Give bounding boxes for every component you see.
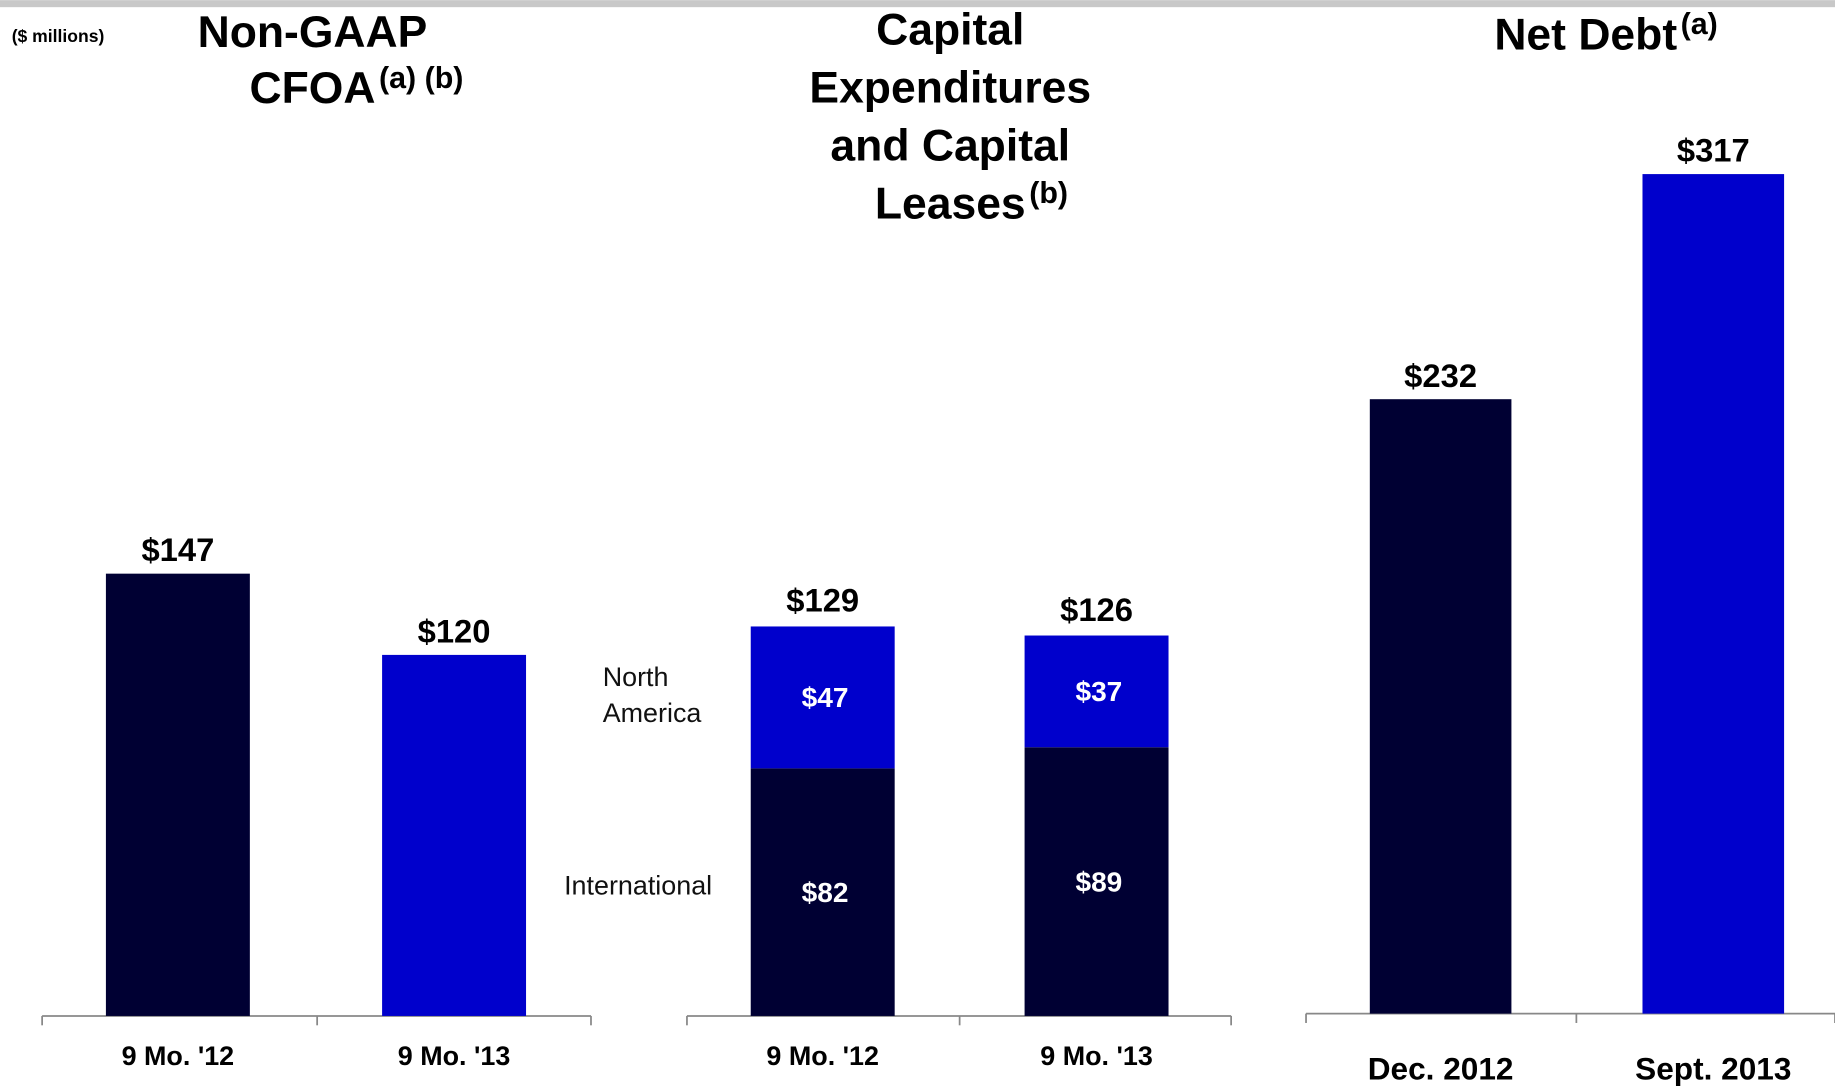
bar <box>1642 174 1785 1014</box>
segment-label: $37 <box>1075 676 1122 707</box>
x-tick-label: Sept. 2013 <box>1635 1050 1791 1086</box>
title-note: (a) <box>1681 7 1718 41</box>
bar-segment <box>1024 635 1169 748</box>
data-label: $232 <box>1404 357 1477 394</box>
chart-title: and Capital <box>830 122 1070 171</box>
segment-label: $89 <box>1075 866 1122 897</box>
bar <box>382 654 527 1016</box>
chart-title: Capital <box>876 6 1024 55</box>
x-tick-label: 9 Mo. '12 <box>766 1041 879 1071</box>
chart-title: Leases <box>875 179 1026 228</box>
total-label: $129 <box>786 582 859 619</box>
x-tick-label: Dec. 2012 <box>1368 1050 1514 1086</box>
data-label: $147 <box>141 531 214 568</box>
legend-label: International <box>564 870 712 900</box>
data-label: $120 <box>418 612 491 649</box>
x-tick-label: 9 Mo. '13 <box>398 1041 511 1071</box>
legend-label: North America <box>603 662 702 728</box>
title-note: (b) <box>1029 176 1068 210</box>
chart-title: Net Debt <box>1494 10 1677 59</box>
title-note: (a) (b) <box>379 61 463 95</box>
bar-segment <box>750 768 895 1016</box>
chart-title: Non-GAAP <box>198 8 428 57</box>
bar <box>105 573 250 1016</box>
total-label: $126 <box>1060 591 1133 628</box>
bar <box>1369 399 1512 1014</box>
units-label: ($ millions) <box>12 26 105 46</box>
segment-label: $47 <box>802 682 849 713</box>
x-tick-label: 9 Mo. '13 <box>1040 1041 1153 1071</box>
chart-title: Expenditures <box>809 64 1091 113</box>
bar-segment <box>1024 747 1169 1016</box>
segment-label: $82 <box>802 877 849 908</box>
chart-title: CFOA <box>249 64 375 113</box>
bar-segment <box>750 626 895 769</box>
top-rule <box>0 0 1835 8</box>
data-label: $317 <box>1677 132 1750 169</box>
x-tick-label: 9 Mo. '12 <box>122 1041 235 1071</box>
